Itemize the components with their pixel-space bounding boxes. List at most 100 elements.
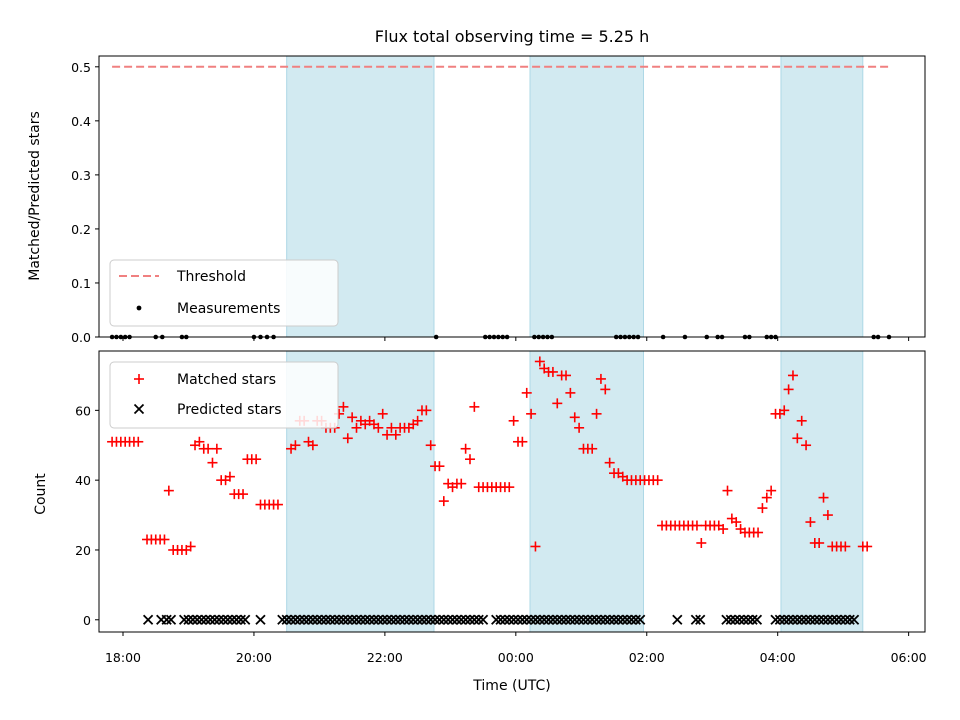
matched-star-marker <box>390 429 401 440</box>
predicted-star-marker <box>218 614 229 625</box>
x-axis-label: Time (UTC) <box>472 678 550 694</box>
top-legend-box <box>109 259 339 327</box>
top-shaded-intervals <box>286 55 864 338</box>
predicted-star-marker <box>285 614 297 625</box>
predicted-star-marker <box>373 614 384 625</box>
matched-star-marker <box>438 496 449 507</box>
legend-measurements-label: Measurements <box>177 301 280 317</box>
predicted-star-marker <box>329 614 340 625</box>
predicted-star-marker <box>827 614 838 625</box>
predicted-star-marker <box>560 614 572 625</box>
top-y-axis-label: Matched/Predicted stars <box>27 111 43 281</box>
predicted-star-marker <box>351 614 362 625</box>
matched-star-marker <box>342 433 353 444</box>
matched-star-marker <box>530 541 541 552</box>
matched-star-marker <box>464 454 475 465</box>
matched-star-marker <box>508 415 519 426</box>
predicted-star-marker <box>743 614 754 625</box>
predicted-star-marker <box>725 614 736 625</box>
predicted-star-marker <box>434 614 445 625</box>
predicted-star-marker <box>325 614 336 625</box>
top-y-tick-label: 0.0 <box>71 330 91 345</box>
predicted-star-marker <box>403 614 415 625</box>
x-tick-label: 18:00 <box>105 650 141 665</box>
matched-star-marker <box>382 429 393 440</box>
predicted-star-marker <box>512 614 524 625</box>
legend-predicted-marker <box>133 403 145 415</box>
x-tick-label: 02:00 <box>629 650 665 665</box>
x-tick-label: 00:00 <box>498 650 534 665</box>
matched-star-marker <box>251 454 262 465</box>
predicted-star-marker <box>617 614 628 625</box>
bottom-y-tick-label: 20 <box>75 543 91 558</box>
matched-star-marker <box>159 534 170 545</box>
predicted-star-marker <box>822 614 834 625</box>
predicted-star-marker <box>591 614 602 625</box>
predicted-star-marker <box>600 614 611 625</box>
predicted-star-marker <box>429 614 441 625</box>
matched-star-marker <box>272 499 283 510</box>
matched-star-marker <box>783 384 794 395</box>
predicted-star-marker <box>587 614 598 625</box>
predicted-star-marker <box>240 614 251 625</box>
predicted-star-marker <box>792 614 803 625</box>
top-y-tick-label: 0.3 <box>71 168 91 183</box>
chart-title: Flux total observing time = 5.25 h <box>375 27 650 46</box>
predicted-star-marker <box>721 614 732 625</box>
predicted-star-marker <box>438 614 449 625</box>
predicted-star-marker <box>360 614 371 625</box>
predicted-star-marker <box>835 614 847 625</box>
matched-star-marker <box>591 408 602 419</box>
predicted-star-marker <box>200 614 212 625</box>
predicted-star-marker <box>499 614 511 625</box>
matched-star-marker <box>421 405 432 416</box>
predicted-star-marker <box>626 614 637 625</box>
matched-star-marker <box>600 384 611 395</box>
predicted-star-marker <box>205 614 216 625</box>
matched-star-marker <box>561 370 572 381</box>
predicted-star-marker <box>368 614 380 625</box>
predicted-star-marker <box>456 614 467 625</box>
predicted-star-marker <box>595 614 607 625</box>
predicted-star-marker <box>469 614 480 625</box>
predicted-star-marker <box>477 614 489 625</box>
predicted-star-marker <box>421 614 432 625</box>
predicted-star-marker <box>508 614 519 625</box>
matched-star-marker <box>547 366 558 377</box>
matched-star-marker <box>351 422 362 433</box>
predicted-star-marker <box>690 614 701 625</box>
matched-star-marker <box>290 440 301 451</box>
predicted-star-marker <box>320 614 332 625</box>
predicted-star-markers <box>142 614 860 625</box>
matched-star-marker <box>718 524 729 535</box>
predicted-star-marker <box>399 614 410 625</box>
matched-star-marker <box>761 492 772 503</box>
matched-star-marker <box>194 436 205 447</box>
bottom-legend-box <box>109 361 339 429</box>
matched-star-marker <box>779 405 790 416</box>
bottom-legend: Matched stars Predicted stars <box>109 361 339 429</box>
predicted-star-marker <box>809 614 820 625</box>
predicted-star-marker <box>539 614 550 625</box>
predicted-star-marker <box>165 614 177 625</box>
matched-star-marker <box>604 457 615 468</box>
predicted-star-marker <box>547 614 559 625</box>
top-y-tick-label: 0.4 <box>71 114 91 129</box>
legend-matched-marker <box>134 374 144 384</box>
matched-star-marker <box>456 478 467 489</box>
predicted-star-marker <box>443 614 454 625</box>
predicted-star-marker <box>770 614 781 625</box>
matched-star-marker <box>731 517 742 528</box>
predicted-star-marker <box>747 614 758 625</box>
predicted-star-marker <box>142 614 154 625</box>
predicted-star-marker <box>226 614 238 625</box>
predicted-star-marker <box>831 614 842 625</box>
predicted-star-marker <box>525 614 537 625</box>
predicted-star-marker <box>333 614 345 625</box>
matched-star-marker <box>469 401 480 412</box>
matched-star-marker <box>805 517 816 528</box>
bottom-y-tick-label: 0 <box>83 613 91 628</box>
matched-star-marker <box>652 475 663 486</box>
predicted-star-marker <box>521 614 532 625</box>
